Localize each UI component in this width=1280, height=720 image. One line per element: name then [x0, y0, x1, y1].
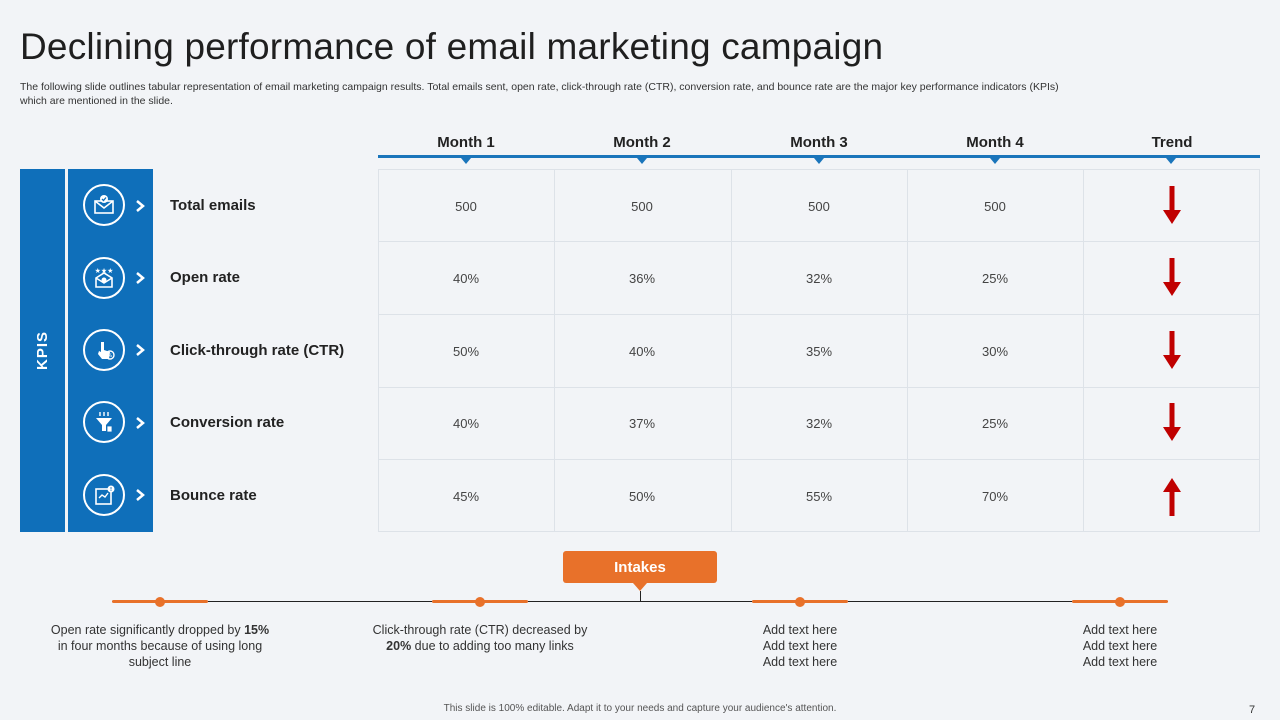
kpi-label-ctr: Click-through rate (CTR)	[170, 342, 345, 359]
chevron-right-icon	[136, 272, 145, 284]
kpi-label-open-rate: Open rate	[170, 269, 241, 286]
table-cell: 45%	[452, 488, 480, 504]
table-divider	[378, 387, 1260, 388]
intakes-pointer	[633, 583, 647, 591]
kpi-label-bounce-rate: Bounce rate	[170, 487, 257, 504]
table-cell: 50%	[628, 488, 656, 504]
table-cell: 55%	[805, 488, 833, 504]
intakes-label-box: Intakes	[563, 551, 717, 583]
slide-title: Declining performance of email marketing…	[20, 26, 884, 67]
table-cell: 35%	[805, 343, 833, 359]
trend-down-arrow-icon	[1163, 331, 1181, 369]
table-cell: 30%	[981, 343, 1009, 359]
column-header-month-1: Month 1	[437, 134, 495, 151]
column-header-trend: Trend	[1151, 134, 1193, 151]
trend-up-arrow-icon	[1163, 478, 1181, 516]
intake-note-4: Add text here Add text here Add text her…	[1010, 622, 1230, 670]
header-pointer	[461, 158, 471, 164]
chevron-right-icon	[136, 489, 145, 501]
intake-note-text: due to adding too many links	[411, 639, 574, 653]
placeholder-text: Add text here	[762, 655, 838, 669]
table-divider	[731, 169, 732, 532]
placeholder-text: Add text here	[1082, 623, 1158, 637]
svg-text:!: !	[110, 487, 112, 493]
intake-note-text: Open rate significantly dropped by	[50, 623, 245, 637]
chevron-right-icon	[136, 200, 145, 212]
intake-note-2: Click-through rate (CTR) decreased by 20…	[370, 622, 590, 654]
table-cell: 32%	[805, 270, 833, 286]
table-cell: 25%	[981, 415, 1009, 431]
table-divider	[554, 169, 555, 532]
kpi-label-total-emails: Total emails	[170, 197, 256, 214]
table-cell: 500	[984, 198, 1006, 214]
kpis-vertical-label: KPIS	[20, 169, 65, 532]
table-cell: 500	[631, 198, 653, 214]
header-pointer	[814, 158, 824, 164]
column-header-month-4: Month 4	[966, 134, 1024, 151]
timeline-dot	[155, 597, 165, 607]
intake-note-3: Add text here Add text here Add text her…	[690, 622, 910, 670]
svg-text:★★★: ★★★	[95, 267, 114, 275]
header-pointer	[990, 158, 1000, 164]
intake-note-text: in four months because of using long sub…	[57, 639, 263, 669]
table-cell: 70%	[981, 488, 1009, 504]
kpi-table	[378, 169, 1260, 532]
trend-down-arrow-icon	[1163, 186, 1181, 224]
table-cell: 32%	[805, 415, 833, 431]
intake-note-1: Open rate significantly dropped by 15% i…	[50, 622, 270, 670]
table-cell: 25%	[981, 270, 1009, 286]
table-cell: 37%	[628, 415, 656, 431]
placeholder-text: Add text here	[762, 639, 838, 653]
placeholder-text: Add text here	[1082, 655, 1158, 669]
table-divider	[378, 459, 1260, 460]
table-cell: 500	[808, 198, 830, 214]
table-divider	[907, 169, 908, 532]
table-cell: 40%	[628, 343, 656, 359]
kpis-label-text: KPIS	[33, 330, 51, 371]
table-cell: 36%	[628, 270, 656, 286]
timeline-dot	[475, 597, 485, 607]
funnel-icon	[83, 401, 125, 443]
table-cell: 40%	[452, 270, 480, 286]
slide-subtitle: The following slide outlines tabular rep…	[20, 81, 1059, 107]
open-envelope-stars-icon: ★★★	[83, 257, 125, 299]
kpi-label-conversion-rate: Conversion rate	[170, 414, 285, 431]
kpis-side-bar	[20, 169, 65, 532]
timeline-dot	[795, 597, 805, 607]
intake-note-text: Click-through rate (CTR) decreased by	[372, 623, 588, 637]
table-cell: 40%	[452, 415, 480, 431]
placeholder-text: Add text here	[1082, 639, 1158, 653]
header-pointer	[1166, 158, 1176, 164]
chevron-right-icon	[136, 417, 145, 429]
trend-down-arrow-icon	[1163, 403, 1181, 441]
header-underline	[378, 155, 1260, 158]
table-divider	[1083, 169, 1084, 532]
page-number: 7	[1249, 704, 1256, 716]
intake-note-highlight: 20%	[386, 639, 412, 653]
placeholder-text: Add text here	[762, 623, 838, 637]
intakes-connector	[640, 591, 641, 602]
table-divider	[378, 241, 1260, 242]
header-pointer	[637, 158, 647, 164]
email-check-icon	[83, 184, 125, 226]
svg-text:%: %	[108, 353, 113, 359]
bounce-chart-icon: !	[83, 474, 125, 516]
table-cell: 500	[455, 198, 477, 214]
table-cell: 50%	[452, 343, 480, 359]
intake-note-highlight: 15%	[244, 623, 270, 637]
timeline-line	[112, 601, 1168, 602]
column-header-month-2: Month 2	[613, 134, 671, 151]
chevron-right-icon	[136, 344, 145, 356]
timeline-dot	[1115, 597, 1125, 607]
table-divider	[378, 314, 1260, 315]
hand-click-percent-icon: %	[83, 329, 125, 371]
trend-down-arrow-icon	[1163, 258, 1181, 296]
column-header-month-3: Month 3	[790, 134, 848, 151]
slide-footer: This slide is 100% editable. Adapt it to…	[443, 703, 837, 714]
